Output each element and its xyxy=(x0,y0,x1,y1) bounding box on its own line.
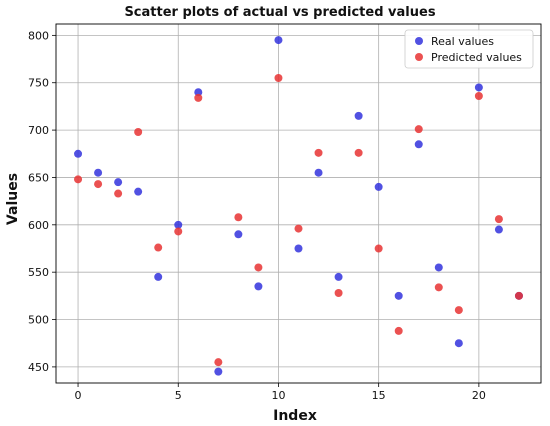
predicted-point xyxy=(334,289,343,298)
predicted-point xyxy=(234,213,243,222)
legend-marker xyxy=(415,53,423,61)
real-point xyxy=(234,230,243,239)
plot-area: 0 5 10 15 20 450 500 550 600 650 700 750 800 Real val… xyxy=(28,23,542,402)
predicted-point xyxy=(294,224,303,233)
x-tick-label: 15 xyxy=(372,389,386,402)
real-point xyxy=(134,187,143,196)
real-point xyxy=(474,83,483,92)
predicted-point xyxy=(474,91,483,100)
real-point xyxy=(174,220,183,229)
predicted-point xyxy=(134,127,143,136)
predicted-point xyxy=(494,215,503,224)
real-point xyxy=(194,88,203,97)
real-point xyxy=(214,367,223,376)
legend-entry: Predicted values xyxy=(431,51,522,64)
real-point xyxy=(334,272,343,281)
real-point xyxy=(314,168,323,177)
real-point xyxy=(494,225,503,234)
predicted-point xyxy=(314,148,323,157)
predicted-point xyxy=(214,358,223,367)
y-tick-label: 700 xyxy=(28,124,49,137)
real-point xyxy=(114,178,123,187)
predicted-point xyxy=(94,180,103,189)
legend-entry: Real values xyxy=(431,35,494,48)
predicted-point xyxy=(74,175,83,184)
real-point xyxy=(394,291,403,300)
y-tick-label: 600 xyxy=(28,219,49,232)
x-tick-label: 5 xyxy=(175,389,182,402)
real-point xyxy=(354,111,363,120)
predicted-point xyxy=(114,189,123,198)
x-tick-label: 0 xyxy=(75,389,82,402)
predicted-point xyxy=(374,244,383,253)
legend-box xyxy=(404,29,534,69)
real-point xyxy=(374,182,383,191)
real-point xyxy=(294,244,303,253)
predicted-point xyxy=(174,227,183,236)
y-tick-label: 550 xyxy=(28,266,49,279)
predicted-point xyxy=(434,283,443,292)
real-point xyxy=(454,339,463,348)
chart-title: Scatter plots of actual vs predicted val… xyxy=(124,5,435,20)
predicted-point xyxy=(514,291,523,300)
legend-marker xyxy=(415,37,423,45)
real-point xyxy=(434,263,443,272)
predicted-point xyxy=(354,148,363,157)
y-tick-label: 500 xyxy=(28,314,49,327)
predicted-point xyxy=(454,306,463,315)
predicted-point xyxy=(394,326,403,335)
predicted-point xyxy=(274,73,283,82)
real-point xyxy=(94,168,103,177)
predicted-point xyxy=(254,263,263,272)
real-point xyxy=(274,36,283,45)
y-axis-label: Values xyxy=(5,173,21,225)
y-tick-label: 650 xyxy=(28,171,49,184)
x-tick-label: 10 xyxy=(271,389,285,402)
predicted-point xyxy=(414,125,423,134)
real-point xyxy=(254,282,263,291)
predicted-point xyxy=(154,243,163,252)
x-tick-label: 20 xyxy=(472,389,486,402)
x-axis-label: Index xyxy=(273,408,317,424)
real-point xyxy=(154,272,163,281)
y-tick-label: 750 xyxy=(28,77,49,90)
real-point xyxy=(74,149,83,158)
y-tick-label: 450 xyxy=(28,361,49,374)
axes-frame xyxy=(55,23,542,384)
y-tick-label: 800 xyxy=(28,29,49,42)
real-point xyxy=(414,140,423,149)
predicted-point xyxy=(194,93,203,102)
